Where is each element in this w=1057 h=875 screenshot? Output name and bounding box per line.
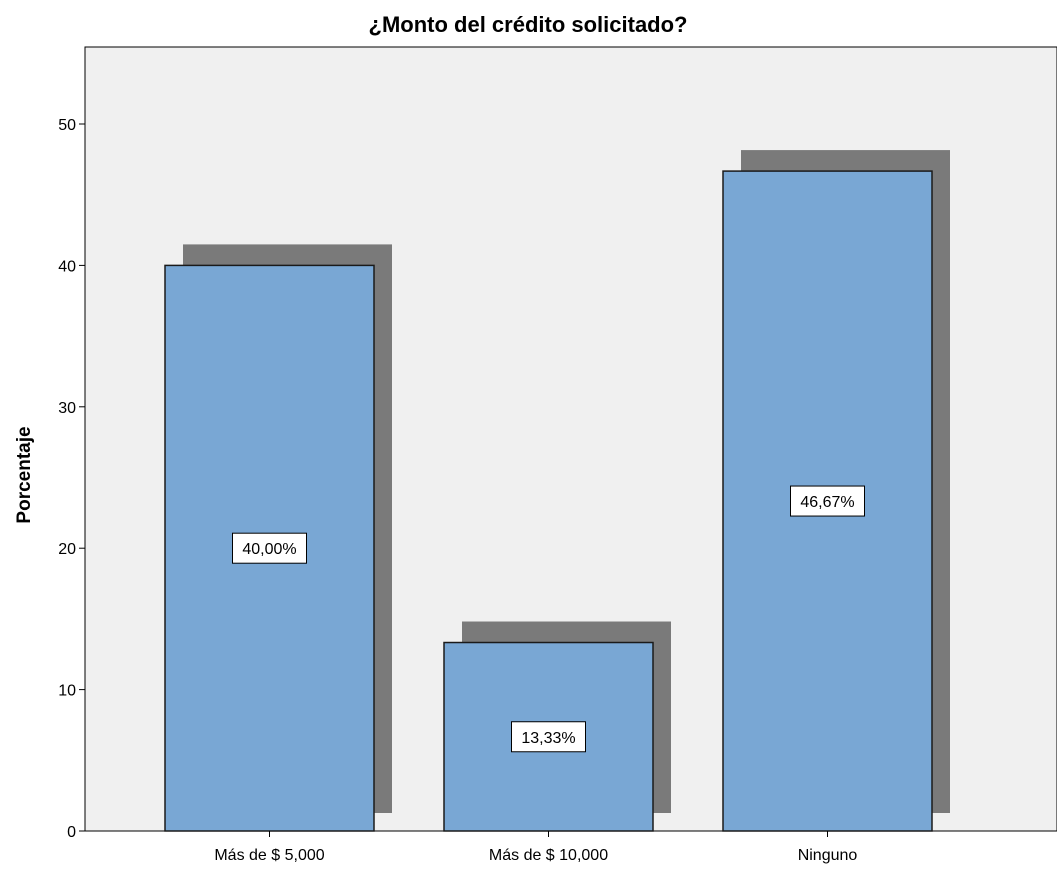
y-tick-label: 10 [58, 683, 76, 700]
y-tick-label: 30 [58, 400, 76, 417]
data-labels: 40,00% 13,33% 46,67% [232, 485, 865, 753]
chart-title: ¿Monto del crédito solicitado? [369, 12, 688, 37]
x-axis: Más de $ 5,000 Más de $ 10,000 Ninguno [214, 831, 857, 864]
data-label-box [511, 721, 586, 753]
x-tick-label: Más de $ 5,000 [214, 847, 324, 864]
y-axis: 0 10 20 30 40 50 [58, 117, 85, 841]
y-axis-label: Porcentaje [14, 426, 35, 523]
x-tick-label: Más de $ 10,000 [489, 847, 608, 864]
data-label: 13,33% [521, 730, 575, 747]
x-tick-label: Ninguno [798, 847, 858, 864]
data-label: 40,00% [242, 541, 296, 558]
data-label-box [232, 532, 307, 564]
y-tick-label: 50 [58, 117, 76, 134]
data-label: 46,67% [800, 494, 854, 511]
y-tick-label: 40 [58, 258, 76, 275]
y-tick-label: 0 [67, 824, 76, 841]
y-tick-label: 20 [58, 541, 76, 558]
data-label-box [790, 485, 865, 517]
